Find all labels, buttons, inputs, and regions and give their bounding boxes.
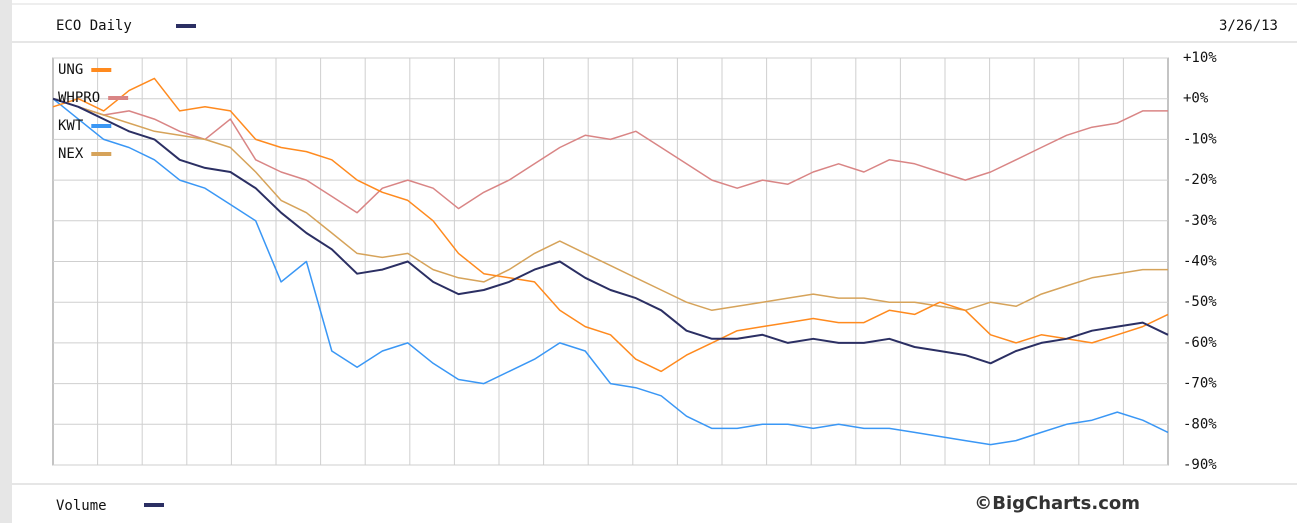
y-tick-label: -30% xyxy=(1183,213,1217,229)
y-tick-label: -50% xyxy=(1183,294,1217,310)
title-swatch xyxy=(176,24,196,28)
series-line xyxy=(52,97,1169,365)
legend-label: UNG xyxy=(58,62,83,78)
legend-swatch xyxy=(91,152,112,156)
y-tick-label: -60% xyxy=(1183,335,1217,351)
legend-swatch xyxy=(108,96,129,100)
date: 3/26/13 xyxy=(1219,18,1278,34)
y-tick-label: -80% xyxy=(1183,416,1217,432)
legend-label: WHPRO xyxy=(58,90,100,106)
series-line xyxy=(52,97,1168,312)
legend-label: NEX xyxy=(58,146,84,162)
left-border xyxy=(0,0,12,523)
series-line xyxy=(52,98,1169,446)
y-tick-label: -40% xyxy=(1183,254,1217,270)
y-tick-label: +0% xyxy=(1183,91,1209,107)
legend-swatch xyxy=(91,124,112,128)
volume-swatch xyxy=(144,503,164,507)
legend-swatch xyxy=(91,68,112,72)
legend-label: KWT xyxy=(58,118,84,134)
volume-label: Volume xyxy=(56,498,107,514)
series-line xyxy=(52,97,1168,214)
chart-title: ECO Daily xyxy=(56,18,132,34)
y-tick-label: -20% xyxy=(1183,172,1217,188)
y-tick-label: -10% xyxy=(1183,131,1217,147)
series-line xyxy=(52,77,1169,373)
y-tick-label: -90% xyxy=(1183,457,1217,473)
y-tick-label: -70% xyxy=(1183,376,1217,392)
y-tick-label: +10% xyxy=(1183,50,1217,66)
source: ©BigCharts.com xyxy=(974,493,1140,514)
